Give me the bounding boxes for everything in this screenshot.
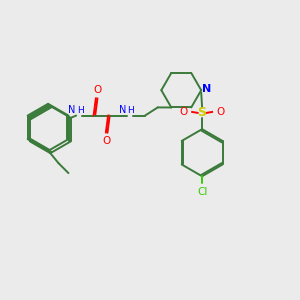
Text: N: N — [68, 105, 76, 115]
Text: O: O — [94, 85, 102, 95]
Text: Cl: Cl — [197, 187, 207, 197]
Text: S: S — [198, 106, 207, 119]
Text: O: O — [180, 107, 188, 117]
Text: N: N — [119, 105, 127, 115]
Text: H: H — [128, 106, 134, 115]
Text: H: H — [76, 106, 83, 115]
Text: O: O — [216, 107, 224, 117]
Text: O: O — [103, 136, 111, 146]
Text: N: N — [202, 84, 212, 94]
